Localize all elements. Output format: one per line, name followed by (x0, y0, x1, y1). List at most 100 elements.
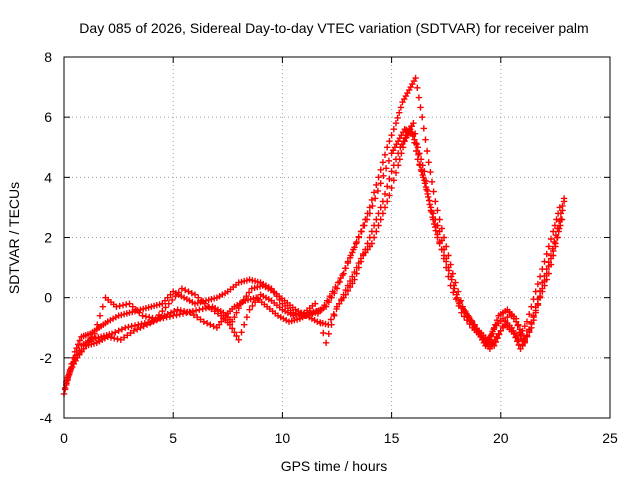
data-point (384, 198, 391, 205)
data-point (331, 312, 338, 319)
data-point (491, 342, 498, 349)
data-point (127, 329, 134, 337)
data-point (70, 359, 77, 366)
data-point (191, 291, 199, 298)
data-point (152, 315, 159, 322)
data-point (434, 222, 441, 229)
data-point (342, 265, 349, 272)
data-point (526, 311, 533, 318)
y-tick-label: -2 (40, 350, 53, 366)
tick-labels: 0 5 10 15 20 25 -4 -2 0 2 4 6 8 (40, 49, 618, 446)
data-point (518, 330, 525, 337)
data-point (329, 288, 336, 295)
data-point (386, 175, 393, 182)
data-point (425, 159, 432, 166)
data-point (368, 240, 376, 247)
data-point (555, 228, 562, 235)
data-point (396, 109, 403, 116)
data-point (96, 312, 104, 319)
data-point (126, 300, 133, 307)
data-point (379, 210, 387, 217)
data-point (117, 336, 124, 343)
data-point (68, 363, 75, 371)
data-point (131, 322, 139, 329)
data-point (560, 195, 568, 202)
data-point (194, 314, 201, 321)
data-point (368, 196, 376, 204)
data-point (146, 314, 153, 321)
data-point (373, 181, 380, 189)
data-point (208, 305, 215, 313)
data-point (414, 156, 421, 163)
x-tick-label: 10 (275, 430, 291, 446)
data-point (492, 338, 500, 346)
data-point (237, 300, 245, 307)
y-tick-label: -4 (40, 410, 53, 426)
data-point (541, 272, 548, 280)
data-point (494, 335, 501, 342)
data-point (428, 178, 436, 185)
data-point (318, 306, 325, 313)
data-point (85, 338, 93, 345)
data-point (415, 94, 423, 101)
data-point (551, 238, 558, 246)
data-point (99, 303, 106, 310)
data-point (414, 84, 421, 91)
data-point (143, 321, 151, 328)
data-point (453, 291, 460, 298)
data-point (357, 258, 365, 265)
data-point (353, 238, 360, 246)
data-point (66, 371, 73, 378)
data-point (94, 321, 101, 328)
data-point (240, 296, 247, 304)
data-point (427, 204, 435, 211)
data-point (489, 328, 496, 335)
data-point (366, 204, 373, 211)
data-point (375, 174, 382, 181)
data-point (417, 166, 425, 173)
data-point (416, 161, 423, 168)
data-point (392, 169, 400, 176)
data-point (332, 283, 339, 291)
series-track-3 (61, 120, 563, 392)
data-point (414, 144, 421, 151)
data-point (114, 335, 121, 343)
data-point (344, 259, 352, 267)
data-points (60, 74, 568, 398)
data-point (326, 293, 334, 300)
data-point (552, 232, 560, 239)
data-point (137, 324, 144, 331)
data-point (351, 276, 358, 283)
data-point (175, 289, 182, 296)
data-point (171, 308, 178, 315)
data-point (160, 314, 167, 322)
data-point (118, 326, 126, 333)
x-tick-label: 5 (169, 430, 177, 446)
data-point (197, 316, 204, 323)
data-point (178, 285, 186, 292)
data-point (190, 311, 198, 319)
data-point (432, 216, 439, 223)
data-point (534, 296, 542, 303)
data-point (516, 326, 524, 333)
data-point (390, 126, 397, 133)
data-point (539, 279, 546, 286)
chart-title: Day 085 of 2026, Sidereal Day-to-day VTE… (79, 20, 588, 36)
data-point (357, 228, 365, 235)
data-point (334, 279, 342, 286)
data-point (342, 291, 349, 298)
data-point (521, 339, 528, 346)
data-point (404, 130, 412, 137)
data-point (314, 310, 322, 317)
data-point (388, 184, 395, 192)
data-point (130, 327, 138, 334)
data-point (360, 222, 367, 229)
data-point (317, 320, 324, 327)
data-point (185, 288, 192, 295)
data-point (362, 216, 369, 223)
data-point (497, 327, 504, 334)
data-point (200, 318, 207, 325)
data-point (536, 287, 544, 295)
data-point (107, 334, 115, 341)
data-point (162, 304, 169, 311)
